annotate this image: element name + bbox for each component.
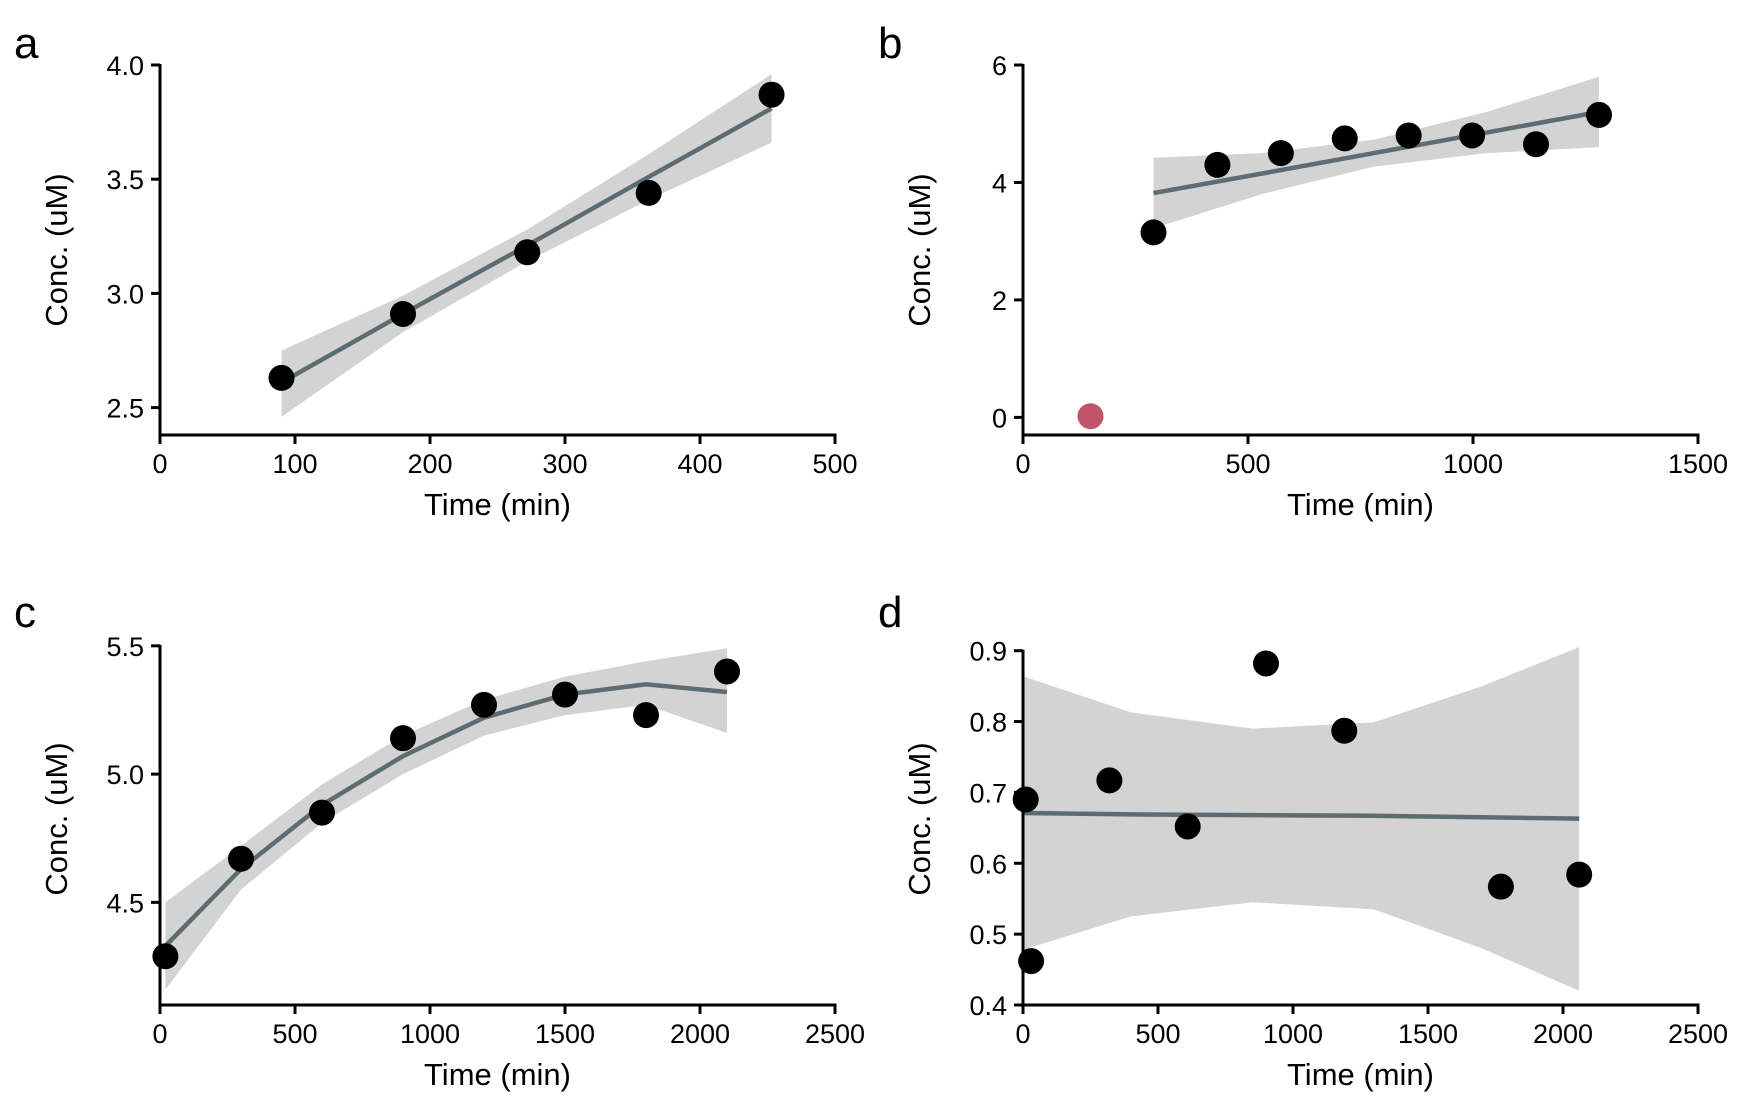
x-tick-label: 2000 <box>670 1019 730 1049</box>
x-tick-label: 0 <box>1015 449 1030 479</box>
x-axis-label: Time (min) <box>424 487 571 522</box>
x-tick-label: 100 <box>272 449 317 479</box>
outlier-point <box>1077 403 1104 430</box>
data-point <box>1331 717 1358 744</box>
plot-layer: 0 500 1000 1500 2000 2500 0.4 0.5 0.6 0.7 0.8 0.9 <box>969 637 1728 1049</box>
x-tick-label: 0 <box>152 449 167 479</box>
data-point <box>1586 101 1612 128</box>
data-point <box>1204 151 1231 178</box>
data-point <box>1253 650 1279 677</box>
x-tick-label: 300 <box>542 449 587 479</box>
data-point <box>1267 140 1294 167</box>
y-tick-label: 0.5 <box>969 920 1007 950</box>
data-point <box>309 799 335 826</box>
confidence-band <box>1023 647 1580 991</box>
data-point <box>514 239 541 266</box>
fit-line <box>1153 109 1600 196</box>
y-tick-label: 4 <box>992 168 1007 198</box>
x-tick-label: 2500 <box>805 1019 865 1049</box>
y-tick-label: 4.0 <box>106 51 144 81</box>
x-tick-label: 500 <box>1225 449 1270 479</box>
x-tick-label: 500 <box>812 449 857 479</box>
data-point <box>552 681 578 708</box>
panel-letter-b: b <box>878 19 902 68</box>
y-axis-label: Conc. (uM) <box>902 742 937 895</box>
x-tick-label: 1000 <box>1443 449 1503 479</box>
y-tick-label: 0.6 <box>969 849 1007 879</box>
data-point <box>1523 131 1549 158</box>
fit-line <box>1022 810 1580 821</box>
data-point <box>471 691 497 718</box>
x-axis-label: Time (min) <box>1287 1057 1434 1092</box>
plot-layer: 0 100 200 300 400 500 2.5 3.0 3.5 4.0 <box>106 51 857 479</box>
y-tick-label: 4.5 <box>106 888 144 918</box>
x-tick-label: 2000 <box>1533 1019 1593 1049</box>
data-point <box>1140 219 1167 246</box>
y-axis-label: Conc. (uM) <box>39 173 74 326</box>
data-point <box>268 364 295 391</box>
data-point <box>1395 122 1422 149</box>
x-tick-label: 400 <box>677 449 722 479</box>
x-tick-label: 0 <box>152 1019 167 1049</box>
y-axis-label: Conc. (uM) <box>902 173 937 326</box>
y-tick-label: 5.5 <box>106 632 144 662</box>
data-point <box>1018 948 1045 975</box>
y-tick-label: 6 <box>992 51 1007 81</box>
y-tick-label: 5.0 <box>106 760 144 790</box>
data-point <box>390 725 416 752</box>
x-tick-label: 1500 <box>1398 1019 1458 1049</box>
confidence-band <box>165 648 727 990</box>
y-tick-label: 2 <box>992 286 1007 316</box>
data-point <box>390 300 416 327</box>
data-point <box>1459 122 1486 149</box>
x-tick-label: 2500 <box>1668 1019 1728 1049</box>
y-tick-label: 0.7 <box>969 778 1007 808</box>
y-axis-label: Conc. (uM) <box>39 742 74 895</box>
x-tick-label: 1000 <box>1263 1019 1323 1049</box>
data-point <box>1012 786 1039 813</box>
x-tick-label: 500 <box>272 1019 317 1049</box>
data-point <box>1331 125 1358 152</box>
data-point <box>714 658 740 685</box>
y-tick-label: 3.0 <box>106 279 144 309</box>
plot-layer: 0 500 1000 1500 0 2 4 6 <box>992 51 1728 479</box>
data-point <box>228 845 254 872</box>
x-tick-label: 1500 <box>1668 449 1728 479</box>
plot-layer: 0 500 1000 1500 2000 2500 4.5 5.0 5.5 <box>106 632 865 1049</box>
data-point <box>1096 767 1123 794</box>
y-tick-label: 0.9 <box>969 637 1007 667</box>
panel-d: 0 500 1000 1500 2000 25000.40.50.60.70.80.9d … <box>878 588 1728 1092</box>
x-axis-label: Time (min) <box>1287 487 1434 522</box>
data-point <box>1487 873 1514 900</box>
y-tick-label: 2.5 <box>106 394 144 424</box>
data-point <box>152 943 179 970</box>
y-tick-label: 0 <box>992 403 1007 433</box>
x-tick-label: 1000 <box>400 1019 460 1049</box>
panel-letter-a: a <box>14 19 39 68</box>
panel-letter-c: c <box>14 588 36 637</box>
y-tick-label: 0.4 <box>969 991 1007 1021</box>
data-point <box>758 81 785 108</box>
x-axis-label: Time (min) <box>424 1057 571 1092</box>
panel-a: 0 100 200 300 400 500 2.5 3.0 3.5 4.0 a Time (min)… <box>14 19 858 522</box>
x-tick-label: 1500 <box>535 1019 595 1049</box>
fit-line <box>163 682 728 948</box>
data-point <box>635 179 662 206</box>
panel-b: 0 500 1000 1500 0 2 4 6 b Time (min) Conc. (uM) <box>878 19 1728 522</box>
data-point <box>1566 861 1593 888</box>
x-tick-label: 0 <box>1015 1019 1030 1049</box>
panel-letter-d: d <box>878 588 902 637</box>
x-tick-label: 500 <box>1135 1019 1180 1049</box>
data-point <box>633 702 659 729</box>
y-tick-label: 3.5 <box>106 165 144 195</box>
y-tick-label: 0.8 <box>969 708 1007 738</box>
panel-c: 0 500 1000 1500 2000 2500 4.5 5.0 5.5 c Time (min… <box>14 588 865 1092</box>
x-tick-label: 200 <box>407 449 452 479</box>
data-point <box>1174 813 1201 840</box>
